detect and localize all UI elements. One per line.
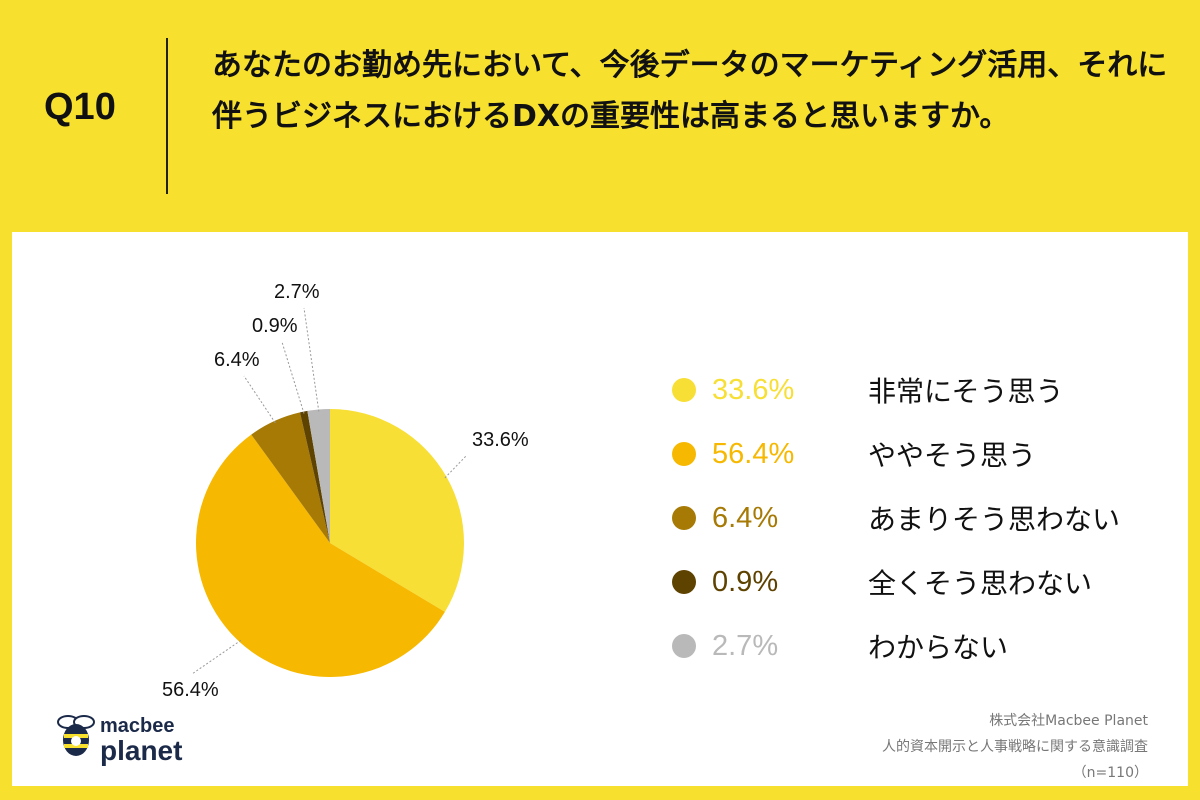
question-number: Q10 [44, 86, 116, 128]
slice-data-label: 6.4% [214, 349, 260, 371]
legend-percent: 33.6% [712, 373, 795, 406]
legend-percent: 2.7% [712, 629, 779, 662]
legend-percent: 6.4% [712, 501, 779, 534]
question-text: あなたのお勤め先において、今後データのマーケティング活用、それに伴うビジネスにお… [212, 48, 1168, 134]
pie-slice [299, 410, 330, 543]
slice-data-label: 2.7% [274, 281, 320, 303]
credit-sample: （n=110） [1072, 765, 1148, 781]
pie-slice [307, 409, 330, 543]
logo-text-bottom: planet [100, 735, 182, 766]
credit-survey: 人的資本開示と人事戦略に関する意識調査 [882, 739, 1148, 755]
chart-legend: 33.6% 非常にそう思う 56.4% ややそう思う 6.4% あまりそう思わない 0.9%… [672, 358, 1152, 678]
pie-chart: 33.6% 56.4% 6.4% 0.9% 2.7% [162, 281, 529, 701]
header-divider [166, 38, 168, 194]
legend-item: 6.4% あまりそう思わない [672, 486, 1152, 550]
bee-icon [57, 715, 95, 756]
legend-label: 全くそう思わない [868, 567, 1093, 600]
legend-label: あまりそう思わない [868, 503, 1121, 536]
leader-line [444, 455, 467, 479]
legend-swatch [672, 634, 696, 658]
company-logo: macbee planet [48, 708, 218, 768]
legend-item: 56.4% ややそう思う [672, 422, 1152, 486]
legend-label: 非常にそう思う [868, 375, 1064, 408]
pie-slice [330, 409, 464, 612]
credit-company: 株式会社Macbee Planet [989, 713, 1148, 729]
legend-swatch [672, 506, 696, 530]
legend-swatch [672, 570, 696, 594]
leader-line [303, 307, 320, 412]
leader-line [243, 375, 276, 424]
leader-line [191, 639, 242, 675]
pie-slice [251, 412, 330, 543]
chart-panel: 33.6% 56.4% 6.4% 0.9% 2.7% 33.6% 非常にそう思う 56.4%… [12, 232, 1188, 786]
legend-percent: 0.9% [712, 565, 779, 598]
legend-label: わからない [868, 631, 1009, 664]
logo-text-top: macbee [100, 715, 175, 737]
source-credit: 株式会社Macbee Planet 人的資本開示と人事戦略に関する意識調査 （n… [882, 708, 1148, 786]
legend-item: 0.9% 全くそう思わない [672, 550, 1152, 614]
slice-data-label: 33.6% [472, 429, 529, 451]
slice-data-label: 0.9% [252, 315, 298, 337]
legend-item: 2.7% わからない [672, 614, 1152, 678]
leader-line [281, 341, 305, 414]
legend-label: ややそう思う [868, 439, 1037, 472]
slice-data-label: 56.4% [162, 679, 219, 701]
legend-item: 33.6% 非常にそう思う [672, 358, 1152, 422]
legend-percent: 56.4% [712, 437, 795, 470]
legend-swatch [672, 378, 696, 402]
legend-swatch [672, 442, 696, 466]
pie-slice [195, 434, 445, 677]
